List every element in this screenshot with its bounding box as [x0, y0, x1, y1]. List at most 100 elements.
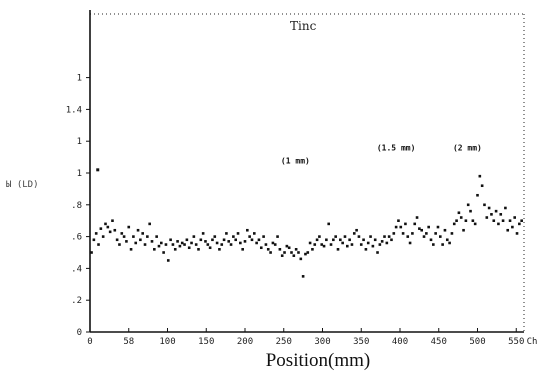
- data-point: [187, 246, 191, 250]
- y-tick-label: .8: [71, 201, 82, 211]
- data-point: [253, 232, 256, 235]
- data-point: [276, 235, 279, 238]
- data-point: [239, 241, 242, 245]
- data-point: [166, 259, 170, 262]
- data-point: [450, 232, 454, 235]
- y-tick-label: .2: [71, 296, 82, 306]
- data-point: [283, 251, 286, 254]
- data-point: [301, 275, 305, 278]
- data-point: [292, 254, 296, 257]
- data-point: [266, 248, 270, 251]
- data-point: [150, 240, 154, 243]
- x-axis-extra-label: Ch: [527, 337, 538, 347]
- data-points: [90, 168, 523, 278]
- data-point: [211, 238, 214, 242]
- x-tick-label: 150: [198, 337, 214, 347]
- data-point: [346, 244, 349, 248]
- data-point: [366, 241, 370, 245]
- data-point: [155, 235, 158, 238]
- x-tick-label: 300: [314, 337, 330, 347]
- data-point: [415, 216, 419, 219]
- x-tick-label: 200: [237, 337, 253, 347]
- data-point: [339, 238, 342, 242]
- data-point: [99, 227, 103, 230]
- annotation-label: (1.5 mm): [377, 144, 416, 153]
- data-point: [452, 222, 456, 226]
- data-point: [101, 235, 105, 238]
- data-point: [269, 251, 272, 254]
- data-point: [469, 209, 472, 213]
- data-point: [243, 240, 247, 243]
- data-point: [164, 243, 168, 246]
- data-point: [208, 246, 212, 250]
- data-point: [125, 240, 128, 243]
- data-point: [385, 241, 389, 245]
- data-point: [115, 238, 119, 242]
- x-tick-label: 400: [392, 337, 408, 347]
- data-point: [304, 252, 307, 256]
- data-point: [394, 225, 398, 229]
- data-point: [227, 240, 231, 243]
- data-point: [506, 228, 510, 232]
- data-point: [201, 232, 205, 235]
- data-point: [432, 243, 435, 246]
- y-tick-label: .6: [71, 233, 82, 243]
- data-point: [113, 228, 117, 232]
- data-point: [520, 219, 523, 222]
- data-point: [352, 232, 356, 235]
- data-point: [445, 238, 449, 242]
- data-point: [229, 243, 233, 246]
- data-point: [466, 203, 470, 207]
- data-point: [494, 209, 498, 213]
- annotation-label: (1 mm): [281, 156, 310, 165]
- data-point: [264, 243, 268, 246]
- data-point: [406, 235, 410, 238]
- data-point: [96, 168, 100, 172]
- x-tick-label: 250: [276, 337, 292, 347]
- data-point: [332, 238, 335, 242]
- x-axis-label: Position(mm): [266, 350, 371, 371]
- plot-frame: [90, 13, 525, 332]
- data-point: [108, 230, 112, 234]
- data-point: [371, 244, 375, 248]
- data-point: [171, 243, 175, 246]
- data-point: [439, 235, 442, 238]
- data-point: [192, 235, 196, 238]
- data-point: [364, 248, 368, 251]
- data-point: [511, 225, 514, 229]
- data-point: [234, 238, 237, 242]
- data-point: [448, 241, 451, 245]
- data-point: [504, 206, 507, 210]
- data-point: [501, 219, 505, 222]
- data-point: [139, 238, 142, 242]
- data-point: [425, 232, 428, 235]
- data-point: [127, 225, 131, 229]
- data-point: [357, 235, 361, 238]
- x-tick-label: 0: [87, 337, 92, 347]
- data-point: [490, 213, 493, 216]
- data-point: [487, 206, 491, 210]
- y-tick-label: .4: [71, 264, 82, 274]
- x-tick-label: 350: [353, 337, 369, 347]
- data-point: [476, 193, 479, 197]
- data-point: [153, 248, 156, 251]
- data-point: [104, 222, 107, 226]
- data-point: [508, 219, 512, 222]
- data-point: [343, 235, 347, 238]
- data-point: [218, 248, 221, 251]
- data-point: [429, 238, 433, 242]
- data-point: [464, 219, 468, 222]
- data-point: [499, 213, 503, 216]
- data-point: [513, 216, 516, 219]
- data-point: [297, 251, 300, 254]
- data-point: [120, 232, 124, 235]
- data-point: [390, 238, 393, 242]
- data-point: [129, 248, 133, 251]
- data-point: [478, 174, 482, 178]
- data-point: [173, 248, 177, 251]
- data-point: [329, 243, 333, 246]
- data-point: [341, 241, 344, 245]
- data-point: [411, 232, 414, 235]
- data-point: [262, 235, 265, 238]
